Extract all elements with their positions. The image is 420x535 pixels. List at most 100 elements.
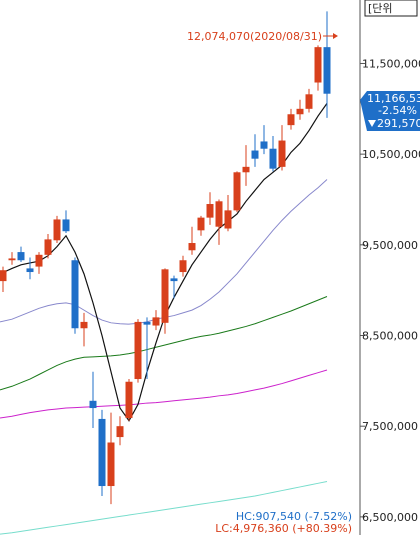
candle bbox=[314, 45, 322, 91]
candle-body bbox=[188, 243, 196, 251]
candle-body bbox=[233, 172, 241, 211]
candle-body bbox=[296, 108, 304, 115]
candle-body bbox=[143, 321, 151, 325]
candle-body bbox=[98, 418, 106, 487]
candle bbox=[62, 210, 70, 234]
candle-body bbox=[215, 201, 223, 227]
candle-body bbox=[242, 166, 250, 173]
candle bbox=[215, 199, 223, 245]
candles bbox=[0, 11, 331, 505]
candle-body bbox=[53, 219, 61, 241]
candle bbox=[179, 255, 187, 277]
current-change: 291,570 bbox=[377, 117, 420, 130]
y-tick-label: 11,500,000 bbox=[362, 57, 420, 70]
candle-body bbox=[89, 400, 97, 409]
candle bbox=[26, 257, 34, 280]
candle-body bbox=[251, 150, 259, 159]
candle bbox=[170, 275, 178, 299]
candle-body bbox=[161, 269, 169, 323]
candle bbox=[224, 194, 232, 232]
candle-body bbox=[179, 260, 187, 273]
candle-body bbox=[134, 321, 142, 380]
candle-body bbox=[17, 252, 25, 261]
y-tick-label: 10,500,000 bbox=[362, 148, 420, 161]
candle-body bbox=[107, 442, 115, 487]
unit-box bbox=[364, 0, 418, 17]
candle bbox=[296, 99, 304, 120]
candle-body bbox=[287, 114, 295, 126]
candle bbox=[188, 226, 196, 255]
candle-body bbox=[197, 217, 205, 231]
ma60-line bbox=[0, 296, 328, 391]
candle bbox=[125, 379, 133, 421]
ma120-line bbox=[0, 369, 328, 419]
candle bbox=[80, 312, 88, 347]
ma240-line bbox=[0, 481, 328, 535]
candle bbox=[44, 233, 52, 259]
candle-body bbox=[80, 321, 88, 329]
candle-body bbox=[170, 278, 178, 282]
candle bbox=[233, 171, 241, 213]
current-price-tag: 11,166,530 -2.54% 291,570 bbox=[360, 91, 420, 131]
current-change-pct: -2.54% bbox=[378, 104, 417, 117]
candle-body bbox=[152, 317, 160, 326]
candle-body bbox=[35, 254, 43, 267]
candle-body bbox=[278, 140, 286, 167]
candle-body bbox=[206, 204, 214, 218]
plot-area: 12,074,070(2020/08/31) bbox=[0, 0, 361, 535]
candle bbox=[278, 125, 286, 171]
candle bbox=[305, 88, 313, 113]
high-marker: 12,074,070(2020/08/31) bbox=[187, 30, 338, 43]
candle bbox=[107, 412, 115, 505]
candle bbox=[269, 136, 277, 172]
y-tick-label: 7,500,000 bbox=[362, 420, 418, 433]
candle-body bbox=[71, 260, 79, 329]
y-axis-top-label: [단위 bbox=[368, 2, 393, 15]
high-arrow-icon bbox=[333, 33, 338, 39]
candle-body bbox=[116, 426, 124, 438]
candle-body bbox=[44, 239, 52, 255]
candle-body bbox=[0, 270, 7, 282]
candle bbox=[134, 319, 142, 383]
candle bbox=[35, 252, 43, 274]
y-tick-label: 6,500,000 bbox=[362, 511, 418, 524]
y-axis: [단위 6,500,000 7,500,000 8,500,000 9,500,000… bbox=[360, 0, 420, 524]
y-tick-label: 9,500,000 bbox=[362, 239, 418, 252]
y-tick-label: 8,500,000 bbox=[362, 330, 418, 343]
candle-body bbox=[305, 94, 313, 109]
candle bbox=[242, 145, 250, 186]
candle-body bbox=[224, 210, 232, 229]
candle-body bbox=[260, 141, 268, 149]
candle-body bbox=[323, 47, 331, 94]
candle bbox=[17, 246, 25, 263]
lc-label: LC:4,976,360 (+80.39%) bbox=[215, 522, 352, 535]
high-label: 12,074,070(2020/08/31) bbox=[187, 30, 322, 43]
candle-body bbox=[125, 381, 133, 419]
candle-body bbox=[269, 148, 277, 169]
y-axis-ticks: 6,500,000 7,500,000 8,500,000 9,500,000 10,5… bbox=[360, 57, 420, 524]
candle-body bbox=[8, 258, 16, 261]
candle-body bbox=[62, 219, 70, 232]
candle bbox=[206, 192, 214, 225]
candle bbox=[71, 257, 79, 334]
candle-body bbox=[314, 47, 322, 83]
candle bbox=[197, 215, 205, 236]
candle bbox=[152, 310, 160, 331]
down-arrow-icon bbox=[368, 120, 376, 127]
candle bbox=[116, 416, 124, 446]
candle bbox=[251, 134, 259, 167]
candle bbox=[89, 371, 97, 428]
candle bbox=[53, 215, 61, 244]
candle bbox=[143, 317, 151, 380]
candle bbox=[0, 266, 7, 292]
candle-body bbox=[26, 268, 34, 273]
current-price: 11,166,530 bbox=[367, 92, 420, 105]
candle bbox=[260, 125, 268, 155]
candle bbox=[8, 252, 16, 265]
candle bbox=[287, 108, 295, 130]
hc-label: HC:907,540 (-7.52%) bbox=[236, 510, 352, 523]
candle bbox=[323, 11, 331, 118]
candle bbox=[161, 268, 169, 334]
